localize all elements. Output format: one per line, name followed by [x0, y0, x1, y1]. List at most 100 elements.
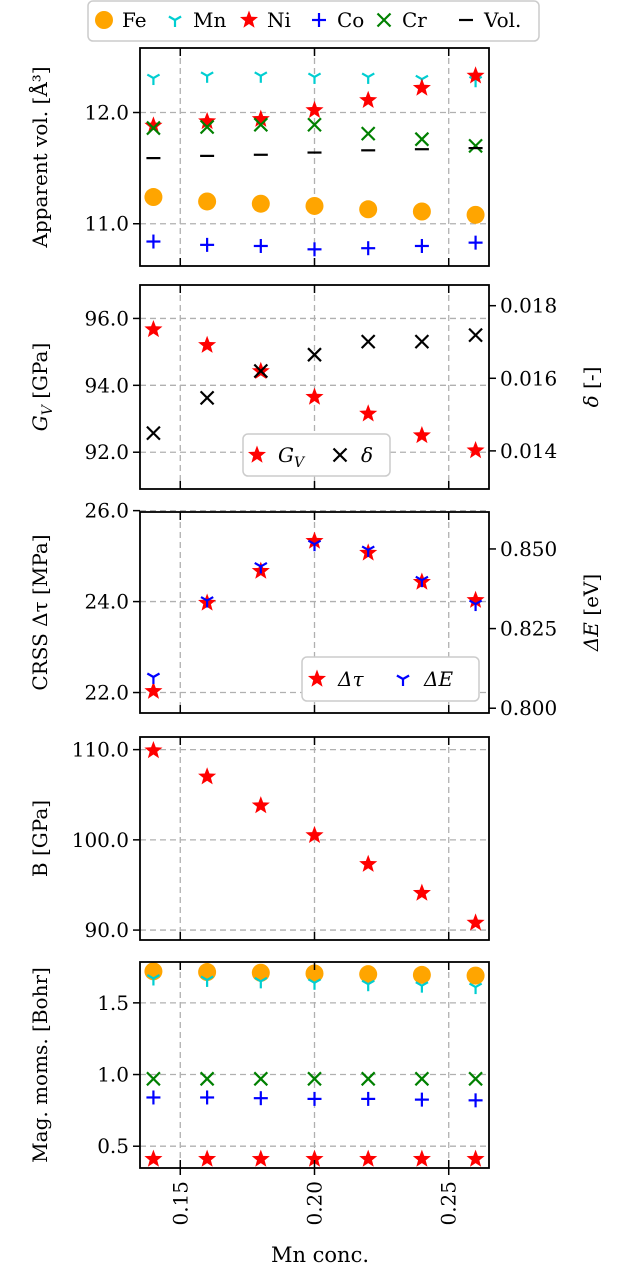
data-point-ni-4 [359, 90, 378, 108]
data-point-co-6 [468, 235, 483, 250]
data-point-fe-4 [359, 965, 378, 984]
legend-marker-ni [239, 10, 259, 28]
legend-label-vol: Vol. [483, 8, 521, 32]
y2-axis-label: ΔE [eV] [579, 574, 603, 652]
data-point-mn-6 [468, 982, 483, 995]
data-point-e-6 [468, 599, 483, 612]
y-axis-label: B [GPa] [28, 800, 52, 877]
y2-tick-label: 0.014 [500, 439, 557, 463]
x-tick-label: 0.15 [168, 1181, 192, 1226]
data-point-ni-4 [359, 1149, 378, 1167]
data-point-mn-5 [415, 981, 429, 993]
chart-panels: 11.0 12.0 Apparent vol. [Å³] 92.0 94.0 96.0 0.… [27, 47, 603, 1226]
data-point-co-2 [253, 1091, 268, 1106]
y2-tick-label: 0.016 [500, 366, 557, 390]
data-point-fe-3 [305, 196, 324, 215]
data-point-fe-3 [305, 964, 324, 983]
data-point-mn-0 [146, 73, 161, 86]
data-point-gv-1 [198, 335, 217, 353]
legend-label-mn: Mn [193, 8, 226, 32]
data-point-ni-1 [198, 111, 217, 130]
y-tick-label: 100.0 [72, 828, 129, 852]
data-point-fe-1 [198, 963, 217, 982]
y2-tick-label: 0.018 [500, 294, 557, 318]
data-point-fe-0 [144, 188, 163, 207]
data-point-b-1 [198, 767, 217, 785]
data-point-cr-1 [199, 1071, 215, 1087]
y-tick-label: 90.0 [84, 918, 129, 942]
y-tick-label: 96.0 [84, 306, 129, 330]
y2-tick-label: 0.850 [500, 537, 557, 561]
data-point-fe-6 [466, 966, 485, 985]
data-point-ni-6 [466, 1149, 485, 1167]
data-point-gv-0 [144, 319, 163, 338]
y-axis-label: Mag. moms. [Bohr] [28, 967, 52, 1163]
data-point-co-4 [361, 1091, 376, 1106]
inner-legend-marker-1 [332, 447, 348, 463]
panel-3: 22.0 24.0 26.0 0.800 0.825 0.850 CRSS Δτ [MPa]… [28, 499, 603, 721]
y-tick-label: 1.5 [97, 991, 129, 1015]
data-point--3 [305, 531, 324, 549]
y2-axis-label: δ [-] [579, 367, 603, 408]
inner-legend-frame [242, 433, 391, 477]
panel-2: 92.0 94.0 96.0 0.014 0.016 0.018 GV [GPa] δ [-]… [28, 284, 603, 490]
inner-legend-marker-0 [247, 445, 267, 463]
legend-marker-mn [168, 15, 182, 27]
top-legend: Fe Mn Ni Co Cr Vol. [87, 0, 540, 42]
y2-tick-label: 0.800 [500, 696, 557, 720]
data-point-ni-3 [305, 100, 324, 118]
y-tick-label: 11.0 [84, 212, 129, 236]
data-point-e-2 [254, 562, 268, 574]
data-point-e-1 [200, 596, 214, 608]
data-point-mn-4 [361, 979, 375, 992]
data-point-e-3 [307, 539, 322, 552]
legend-label-ni: Ni [267, 8, 291, 32]
data-point-cr-0 [146, 120, 161, 136]
inner-legend-label-1: ΔE [423, 667, 453, 691]
data-point-co-1 [200, 237, 215, 252]
data-point--0 [146, 425, 161, 441]
data-point-mn-0 [146, 974, 161, 986]
data-point-e-0 [146, 672, 161, 685]
y-tick-label: 94.0 [84, 373, 129, 397]
inner-legend-marker-1 [396, 674, 410, 686]
data-point-mn-2 [254, 976, 268, 989]
data-point--1 [199, 390, 215, 406]
data-point-cr-2 [253, 1071, 269, 1087]
y-tick-label: 24.0 [84, 590, 129, 614]
data-point-mn-3 [307, 72, 322, 84]
data-point-mn-3 [307, 978, 322, 990]
data-point-co-5 [414, 1092, 429, 1107]
data-point-co-0 [146, 1090, 161, 1105]
panel-5: 0.5 1.0 1.5 Mag. moms. [Bohr] 0.15 0.20 0.25 [28, 961, 490, 1226]
data-point-ni-1 [198, 1149, 217, 1167]
data-point-cr-3 [307, 117, 322, 133]
inner-legend-frame [301, 656, 480, 702]
y-axis-label: GV [GPa] [28, 343, 56, 432]
data-point-co-4 [361, 241, 376, 256]
data-point-ni-2 [251, 109, 270, 127]
data-point-ni-6 [466, 66, 485, 84]
data-point-ni-5 [412, 78, 431, 96]
data-point-fe-5 [412, 965, 431, 984]
data-point-fe-2 [251, 963, 270, 982]
data-point-mn-2 [254, 71, 268, 83]
y-tick-label: 1.0 [97, 1063, 129, 1087]
panel-1: 11.0 12.0 Apparent vol. [Å³] [27, 47, 490, 267]
legend-label-co: Co [337, 8, 364, 32]
legend-label-fe: Fe [122, 8, 147, 32]
data-point-gv-3 [305, 387, 324, 405]
data-point-b-6 [466, 913, 485, 931]
data-point-cr-5 [414, 1071, 430, 1087]
data-point-b-2 [251, 796, 270, 814]
data-point--4 [360, 334, 376, 349]
data-point-mn-4 [361, 72, 375, 84]
data-point--0 [144, 681, 163, 699]
data-point-mn-1 [200, 975, 214, 987]
y-tick-label: 22.0 [84, 681, 129, 705]
data-point--3 [307, 347, 322, 362]
data-point--2 [253, 363, 269, 379]
data-point-gv-5 [412, 425, 431, 444]
legend-marker-cr [376, 12, 392, 28]
data-point-cr-3 [307, 1071, 322, 1087]
